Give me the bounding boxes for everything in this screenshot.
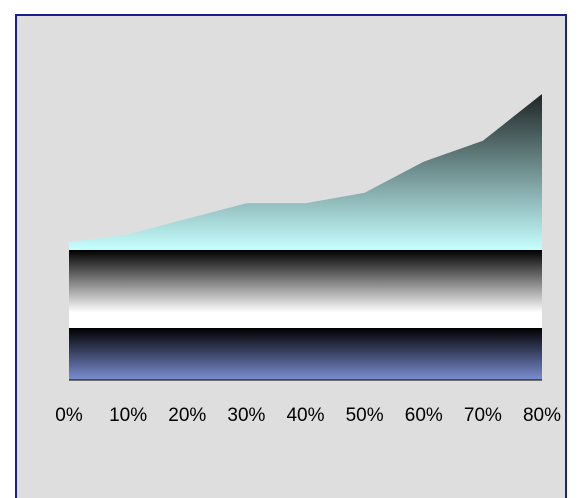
- series-layer: [69, 94, 542, 381]
- x-tick-labels: 0% 10% 20% 30% 40% 50% 60% 70% 80%: [55, 405, 561, 426]
- area-series-3: [69, 94, 542, 250]
- x-tick-label: 50%: [346, 405, 384, 426]
- area-series-2: [69, 250, 542, 328]
- x-tick-label: 80%: [523, 405, 561, 426]
- area-chart: 0% 10% 20% 30% 40% 50% 60% 70% 80%: [55, 94, 561, 426]
- x-tick-label: 30%: [227, 405, 265, 426]
- chart-frame: 0% 10% 20% 30% 40% 50% 60% 70% 80%: [15, 14, 567, 498]
- x-tick-label: 20%: [168, 405, 206, 426]
- x-tick-label: 0%: [55, 405, 83, 426]
- x-tick-label: 60%: [405, 405, 443, 426]
- x-tick-label: 40%: [286, 405, 324, 426]
- x-tick-label: 70%: [464, 405, 502, 426]
- x-tick-label: 10%: [109, 405, 147, 426]
- area-series-1: [69, 328, 542, 380]
